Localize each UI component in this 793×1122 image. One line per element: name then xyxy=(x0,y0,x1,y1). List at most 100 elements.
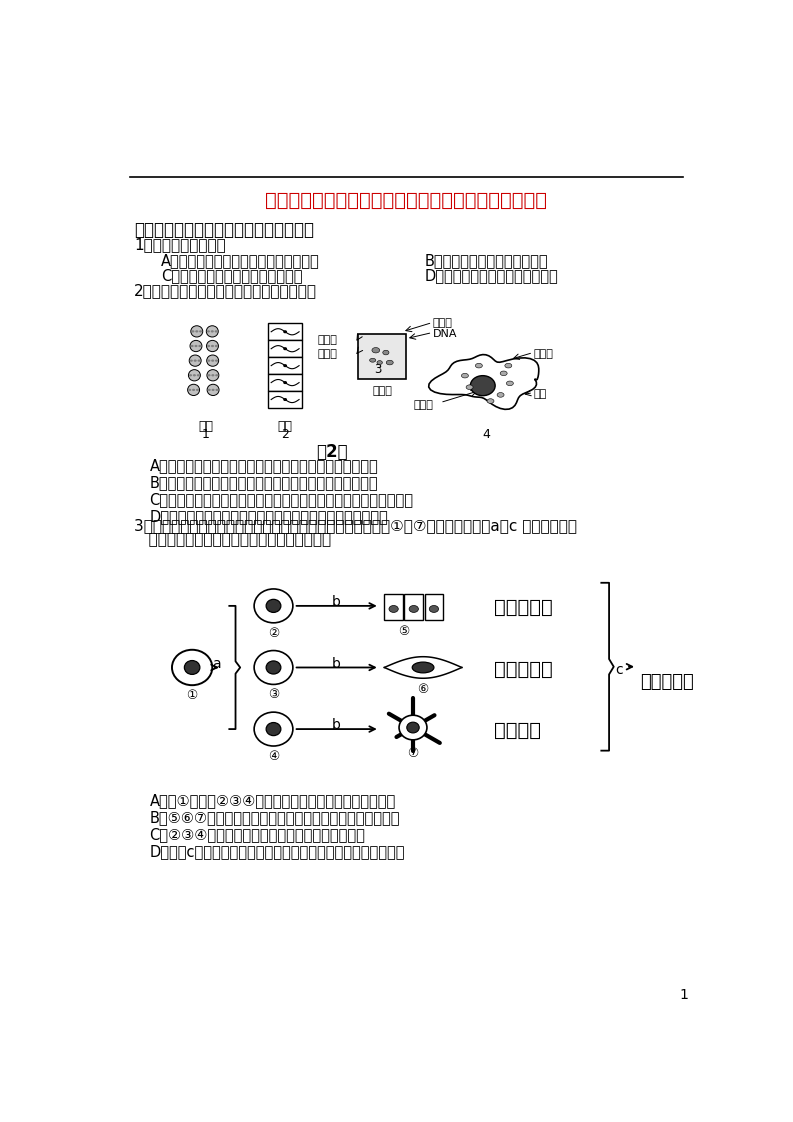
Polygon shape xyxy=(429,355,538,410)
Text: 线粒体: 线粒体 xyxy=(533,349,553,359)
Text: ⑥: ⑥ xyxy=(417,683,429,696)
Ellipse shape xyxy=(215,330,218,332)
Text: 第2题: 第2题 xyxy=(316,443,347,461)
Ellipse shape xyxy=(189,374,192,376)
Ellipse shape xyxy=(399,715,427,739)
Ellipse shape xyxy=(190,344,193,347)
Text: 细胞核: 细胞核 xyxy=(318,349,338,359)
Ellipse shape xyxy=(207,384,219,396)
Bar xyxy=(404,594,423,619)
Ellipse shape xyxy=(412,662,434,673)
Ellipse shape xyxy=(207,330,210,332)
Text: 液泡: 液泡 xyxy=(533,388,546,398)
Ellipse shape xyxy=(198,344,201,347)
Text: ①: ① xyxy=(186,689,197,702)
Ellipse shape xyxy=(266,661,281,674)
Ellipse shape xyxy=(199,330,202,332)
Text: ③: ③ xyxy=(268,688,279,701)
Ellipse shape xyxy=(500,371,508,376)
Ellipse shape xyxy=(206,340,218,351)
Ellipse shape xyxy=(172,650,213,686)
Ellipse shape xyxy=(208,388,211,392)
Ellipse shape xyxy=(215,374,218,376)
Ellipse shape xyxy=(370,358,376,362)
Ellipse shape xyxy=(505,364,511,368)
Ellipse shape xyxy=(466,385,473,389)
Ellipse shape xyxy=(211,359,214,361)
Text: 肠上皮细胞: 肠上皮细胞 xyxy=(494,598,554,617)
Text: c: c xyxy=(615,663,623,677)
Ellipse shape xyxy=(211,374,214,376)
Text: b: b xyxy=(331,718,341,733)
Ellipse shape xyxy=(195,330,198,332)
Text: 颤藻: 颤藻 xyxy=(198,420,213,433)
Ellipse shape xyxy=(389,606,398,613)
Ellipse shape xyxy=(190,355,201,366)
Ellipse shape xyxy=(254,712,293,746)
Text: a: a xyxy=(213,656,221,671)
Text: 平滑肌细胞: 平滑肌细胞 xyxy=(494,660,554,679)
Ellipse shape xyxy=(429,606,439,613)
Text: 细胞核: 细胞核 xyxy=(413,401,433,411)
Text: C．蓝藻在生物进化中的重要意义是它具有叶绿体，能进行光合作用: C．蓝藻在生物进化中的重要意义是它具有叶绿体，能进行光合作用 xyxy=(150,491,413,507)
Ellipse shape xyxy=(215,359,218,361)
Ellipse shape xyxy=(386,360,393,365)
Text: 细胞膜: 细胞膜 xyxy=(318,334,338,344)
Ellipse shape xyxy=(283,398,287,401)
Ellipse shape xyxy=(462,374,469,378)
Text: B．水绵是低等植物，其细胞一般同时具有中心体和叶绿体: B．水绵是低等植物，其细胞一般同时具有中心体和叶绿体 xyxy=(150,475,378,490)
Ellipse shape xyxy=(470,376,495,396)
Ellipse shape xyxy=(409,606,419,613)
Ellipse shape xyxy=(185,661,200,674)
Text: 神经细胞: 神经细胞 xyxy=(494,721,542,741)
Ellipse shape xyxy=(188,384,200,396)
Text: ⑤: ⑤ xyxy=(398,625,409,638)
Ellipse shape xyxy=(207,369,219,380)
Ellipse shape xyxy=(188,388,191,392)
Text: 2．下列关于细胞结构和功能的叙述正确的是: 2．下列关于细胞结构和功能的叙述正确的是 xyxy=(134,283,317,298)
Bar xyxy=(268,357,302,374)
Ellipse shape xyxy=(207,359,210,361)
Bar xyxy=(424,594,443,619)
Ellipse shape xyxy=(206,325,218,337)
Ellipse shape xyxy=(191,330,194,332)
Text: 1: 1 xyxy=(680,987,688,1002)
Ellipse shape xyxy=(211,344,214,347)
Text: 云南省个旧一中高一生物上学期期末考试试题新人教版: 云南省个旧一中高一生物上学期期末考试试题新人教版 xyxy=(265,191,547,210)
Ellipse shape xyxy=(194,344,197,347)
Text: 衰老、凋亡: 衰老、凋亡 xyxy=(640,673,694,691)
Ellipse shape xyxy=(497,393,504,397)
Bar xyxy=(385,594,403,619)
Ellipse shape xyxy=(190,359,193,361)
Ellipse shape xyxy=(192,388,195,392)
Text: 细胞壁: 细胞壁 xyxy=(432,318,452,328)
Ellipse shape xyxy=(254,651,293,684)
Ellipse shape xyxy=(407,723,419,733)
Text: b: b xyxy=(331,656,341,671)
Bar xyxy=(268,392,302,408)
Text: ④: ④ xyxy=(268,749,279,763)
Bar xyxy=(358,334,406,379)
Text: 3．下图为人体某细胞所经历的生长发育各个阶段示意图，图中①～⑦为不同的细胞，a～c 表示细胞所进: 3．下图为人体某细胞所经历的生长发育各个阶段示意图，图中①～⑦为不同的细胞，a～… xyxy=(134,518,577,533)
Ellipse shape xyxy=(189,369,201,380)
Ellipse shape xyxy=(216,388,219,392)
Text: ⑦: ⑦ xyxy=(408,747,419,760)
Ellipse shape xyxy=(207,355,219,366)
Text: 水绵: 水绵 xyxy=(278,420,293,433)
Text: 行的生理过程，据图分析，下列叙述正确的是: 行的生理过程，据图分析，下列叙述正确的是 xyxy=(134,532,331,546)
Ellipse shape xyxy=(197,374,200,376)
Ellipse shape xyxy=(193,374,196,376)
Ellipse shape xyxy=(212,388,215,392)
Text: B．⑤⑥⑦的核基因相同，细胞内的蛋白质种类和数量也相同: B．⑤⑥⑦的核基因相同，细胞内的蛋白质种类和数量也相同 xyxy=(150,810,400,825)
Ellipse shape xyxy=(196,388,199,392)
Text: 1: 1 xyxy=(202,427,210,441)
Ellipse shape xyxy=(283,330,287,333)
Ellipse shape xyxy=(507,381,513,386)
Text: ②: ② xyxy=(268,627,279,640)
Ellipse shape xyxy=(377,360,382,365)
Ellipse shape xyxy=(208,374,211,376)
Text: D．图４细胞中具有双层膜结构的是叶绿体、线粒体和细胞核: D．图４细胞中具有双层膜结构的是叶绿体、线粒体和细胞核 xyxy=(150,509,389,524)
Text: DNA: DNA xyxy=(432,329,457,339)
Text: D．进入c过程的细胞，酶活性降低，代谢减慢进而出现凋亡小体: D．进入c过程的细胞，酶活性降低，代谢减慢进而出现凋亡小体 xyxy=(150,844,405,858)
Ellipse shape xyxy=(266,599,281,613)
